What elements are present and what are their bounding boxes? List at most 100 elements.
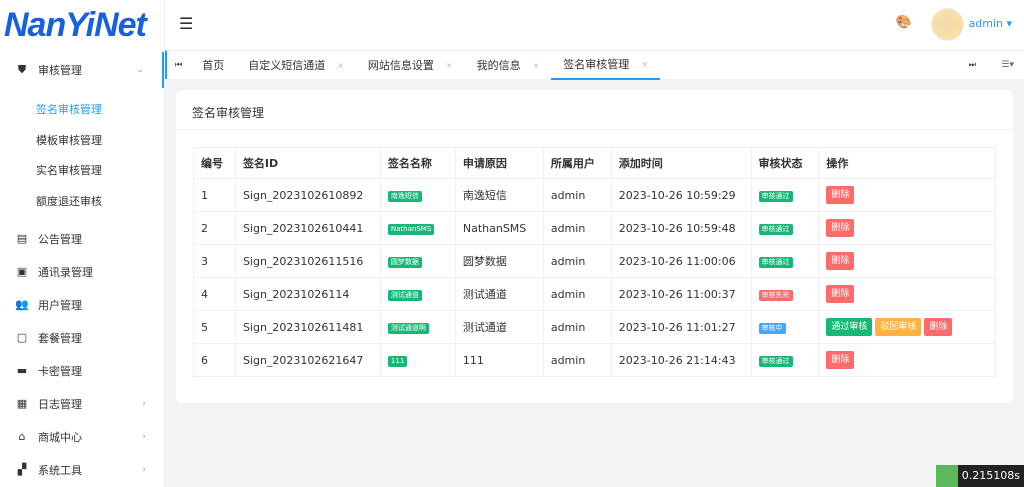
menu-toggle-icon[interactable]: ☰	[179, 14, 194, 33]
card-title: 签名审核管理	[176, 90, 1013, 130]
cell-id: 5	[193, 310, 236, 344]
sidebar-item-6[interactable]: ▦ 日志管理 ›	[0, 387, 164, 420]
sidebar-item-1[interactable]: ▤ 公告管理	[0, 222, 164, 255]
tab-label: 自定义短信通道	[248, 59, 326, 72]
status-badge: 审核通过	[758, 257, 793, 268]
users-icon: 👥	[15, 298, 29, 311]
cell-time: 2023-10-26 10:59:29	[610, 178, 752, 212]
calendar-icon: ▦	[16, 397, 28, 410]
sidebar-item-label: 用户管理	[38, 298, 82, 312]
delete-button[interactable]: 删除	[826, 252, 855, 270]
status-badge: 审核通过	[758, 191, 793, 202]
sidebar-item-2[interactable]: ▣ 通讯录管理	[0, 255, 164, 288]
sidebar-subitem-2[interactable]: 实名审核管理	[36, 164, 102, 178]
sidebar-subitem-0[interactable]: 签名审核管理	[36, 103, 102, 117]
close-icon[interactable]: ×	[337, 60, 344, 70]
delete-button[interactable]: 删除	[826, 351, 855, 369]
column-header: 操作	[818, 147, 996, 179]
cell-user: admin	[542, 211, 612, 245]
sidebar-item-4[interactable]: ▢ 套餐管理	[0, 321, 164, 354]
tabs-menu-icon[interactable]: ☰▾	[1001, 60, 1014, 70]
tab-0[interactable]: 首页	[190, 51, 236, 80]
cell-user: admin	[542, 178, 612, 212]
close-icon[interactable]: ×	[445, 60, 453, 70]
status-badge: 审核通过	[758, 224, 793, 235]
tab-1[interactable]: 自定义短信通道 ×	[236, 51, 356, 80]
tab-bar: ⏮ 首页 自定义短信通道 × 网站信息设置 × 我的信息 × 签名审核管理 × ⏭ ☰▾	[165, 50, 1024, 80]
sidebar-item-0[interactable]: ⛊ 审核管理 ⌄	[0, 52, 164, 88]
sign-name-tag: 测试通道啊	[387, 323, 429, 334]
table-row: 1 Sign_2023102610892 南逸短信 南逸短信 admin 2023-10-…	[193, 178, 996, 212]
cell-time: 2023-10-26 10:59:48	[610, 211, 752, 245]
tools-icon: ▞	[17, 463, 27, 476]
delete-button[interactable]: 删除	[924, 318, 953, 336]
cell-sign-id: Sign_2023102610892	[234, 178, 381, 212]
sidebar-item-8[interactable]: ▞ 系统工具 ›	[0, 453, 164, 486]
tabs-prev-icon[interactable]: ⏮	[175, 60, 183, 69]
palette-icon[interactable]: 🎨	[895, 15, 912, 30]
leaf-logo-icon	[935, 465, 958, 487]
delete-button[interactable]: 删除	[826, 285, 855, 303]
chevron-down-icon: ⌄	[136, 65, 144, 75]
cell-id: 2	[193, 211, 236, 245]
cell-id: 1	[193, 178, 236, 212]
chat-icon: ▢	[16, 331, 28, 344]
close-icon[interactable]: ×	[532, 60, 540, 70]
sidebar-subitem-3[interactable]: 额度退还审核	[36, 194, 102, 208]
username: admin	[968, 17, 1003, 30]
delete-button[interactable]: 删除	[826, 219, 855, 237]
cell-sign-id: Sign_2023102610441	[234, 211, 381, 245]
close-icon[interactable]: ×	[641, 59, 649, 69]
sidebar-item-label: 通讯录管理	[38, 265, 93, 279]
column-header: 签名ID	[234, 147, 381, 179]
table-row: 4 Sign_20231026114 测试通道 测试通道 admin 2023-10-26…	[193, 277, 996, 311]
cell-user: admin	[542, 310, 612, 344]
sidebar-item-label: 公告管理	[38, 232, 82, 246]
content-card: 签名审核管理 编号 签名ID 签名名称 申请原因 所属用户 添加时间 审核状态 操作 1 Sig…	[176, 90, 1013, 403]
chevron-right-icon: ›	[142, 398, 146, 409]
reject-button[interactable]: 驳回审核	[875, 318, 922, 336]
cell-time: 2023-10-26 21:14:43	[610, 343, 752, 377]
cell-time: 2023-10-26 11:00:06	[610, 244, 752, 278]
tab-label: 我的信息	[476, 59, 521, 72]
book-icon: ▤	[16, 232, 28, 245]
table-row: 6 Sign_2023102621647 111 111 admin 2023-10-26…	[193, 343, 996, 377]
status-badge: 审核通过	[758, 356, 793, 367]
sidebar-item-7[interactable]: ⌂ 商城中心 ›	[0, 420, 164, 453]
signature-table: 编号 签名ID 签名名称 申请原因 所属用户 添加时间 审核状态 操作 1 Sign_20231…	[193, 147, 996, 377]
card-icon: ▬	[16, 364, 28, 377]
sidebar: NanYiNet ⛊ 审核管理 ⌄ 签名审核管理 模板审核管理 实名审核管理 额度退还审核 ▤…	[0, 0, 165, 487]
cell-sign-id: Sign_2023102621647	[234, 343, 381, 377]
sign-name-tag: NathanSMS	[387, 224, 435, 235]
cell-reason: 圆梦数据	[454, 244, 544, 278]
cell-sign-id: Sign_20231026114	[234, 277, 381, 311]
sidebar-subitem-1[interactable]: 模板审核管理	[36, 133, 102, 147]
approve-button[interactable]: 通过审核	[826, 318, 873, 336]
tab-3[interactable]: 我的信息 ×	[465, 51, 552, 80]
cell-sign-id: Sign_2023102611481	[234, 310, 381, 344]
cell-id: 4	[193, 277, 236, 311]
column-header: 申请原因	[454, 147, 544, 179]
cell-reason: 测试通道	[454, 310, 544, 344]
table-row: 3 Sign_2023102611516 圆梦数据 圆梦数据 admin 2023-10-…	[193, 244, 996, 278]
sidebar-item-3[interactable]: 👥 用户管理	[0, 288, 164, 321]
user-menu[interactable]: admin ▾	[968, 17, 1013, 30]
tab-2[interactable]: 网站信息设置 ×	[356, 51, 465, 80]
shop-icon: ⌂	[18, 430, 26, 443]
sidebar-item-label: 商城中心	[38, 430, 82, 444]
sidebar-item-label: 日志管理	[38, 397, 82, 411]
tabs-next-icon[interactable]: ⏭	[968, 60, 976, 69]
tab-4[interactable]: 签名审核管理 ×	[551, 51, 661, 80]
chevron-right-icon: ›	[142, 464, 146, 475]
sidebar-item-label: 审核管理	[38, 64, 82, 77]
column-header: 所属用户	[542, 147, 612, 179]
cell-user: admin	[542, 343, 612, 377]
cell-reason: 南逸短信	[454, 178, 544, 212]
delete-button[interactable]: 删除	[826, 186, 855, 204]
header: ☰ 🎨 admin ▾	[165, 0, 1024, 50]
avatar[interactable]	[931, 8, 964, 41]
sidebar-item-label: 套餐管理	[38, 331, 82, 345]
column-header: 编号	[193, 147, 236, 179]
sidebar-item-5[interactable]: ▬ 卡密管理	[0, 354, 164, 387]
sign-name-tag: 111	[387, 356, 408, 367]
